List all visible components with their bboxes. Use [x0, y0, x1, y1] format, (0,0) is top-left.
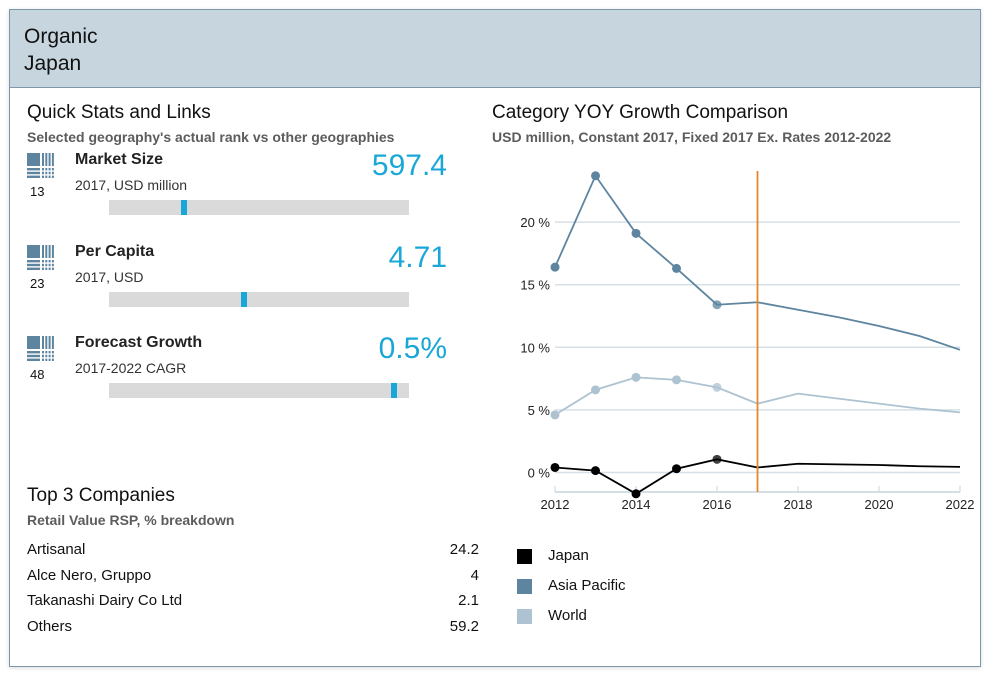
- data-point: [631, 489, 641, 499]
- stat-rank: 13: [30, 184, 45, 199]
- x-tick-label: 2022: [946, 497, 975, 512]
- company-name: Takanashi Dairy Co Ltd: [27, 592, 183, 609]
- category-card: Organic Japan: [9, 9, 981, 667]
- data-point: [631, 372, 641, 382]
- stat-description: 2017, USD million: [75, 177, 188, 193]
- legend-label: Japan: [548, 547, 589, 564]
- company-name: Alce Nero, Gruppo: [27, 567, 152, 584]
- company-name: Artisanal: [27, 541, 86, 558]
- rank-grid-icon: [27, 153, 54, 178]
- rank-bar: [109, 383, 409, 398]
- x-tick-label: 2020: [865, 497, 894, 512]
- stat-item[interactable]: 23 Per Capita 2017, USD 4.71: [27, 241, 447, 333]
- stat-rank: 48: [30, 367, 45, 382]
- stat-description: 2017, USD: [75, 269, 144, 285]
- rank-marker: [181, 200, 187, 215]
- geography-name: Japan: [24, 52, 82, 75]
- rank-bar: [109, 200, 409, 215]
- page-title: Organic Japan: [24, 23, 98, 77]
- company-name: Others: [27, 618, 73, 635]
- stat-item[interactable]: 48 Forecast Growth 2017-2022 CAGR 0.5%: [27, 332, 447, 424]
- data-point: [672, 263, 681, 273]
- rank-grid-icon: [27, 245, 54, 270]
- stat-label[interactable]: Per Capita: [75, 243, 155, 260]
- chart-title: Category YOY Growth Comparison: [492, 102, 789, 123]
- card-header: Organic Japan: [10, 10, 980, 88]
- y-tick-label: 15 %: [520, 278, 550, 293]
- data-point: [672, 464, 681, 474]
- legend-swatch: [517, 609, 532, 624]
- rank-bar: [109, 292, 409, 307]
- stat-value: 0.5%: [378, 332, 447, 365]
- data-point: [591, 466, 600, 476]
- data-point: [712, 382, 722, 392]
- rank-grid-icon: [27, 336, 54, 361]
- quick-stats-title: Quick Stats and Links: [27, 102, 211, 123]
- stat-label[interactable]: Market Size: [75, 151, 164, 168]
- data-point: [550, 410, 560, 420]
- companies-title: Top 3 Companies: [27, 485, 175, 506]
- company-share: 4: [470, 567, 479, 584]
- y-tick-label: 20 %: [520, 215, 550, 230]
- data-point: [591, 171, 600, 181]
- company-share: 59.2: [449, 618, 479, 635]
- legend-swatch: [517, 579, 532, 594]
- data-point: [591, 385, 600, 395]
- data-point: [672, 375, 681, 385]
- rank-marker: [241, 292, 247, 307]
- company-share: 24.2: [449, 541, 479, 558]
- stat-rank: 23: [30, 276, 45, 291]
- quick-stats-subtitle: Selected geography's actual rank vs othe…: [27, 129, 395, 145]
- category-name: Organic: [24, 25, 98, 48]
- y-tick-label: 5 %: [528, 403, 551, 418]
- companies-subtitle: Retail Value RSP, % breakdown: [27, 512, 235, 528]
- legend-swatch: [517, 549, 532, 564]
- x-tick-label: 2012: [541, 497, 570, 512]
- data-point: [631, 228, 641, 238]
- x-tick-label: 2018: [784, 497, 813, 512]
- rank-marker: [391, 383, 397, 398]
- legend-label: World: [548, 607, 587, 624]
- chart-subtitle: USD million, Constant 2017, Fixed 2017 E…: [492, 129, 892, 145]
- company-share: 2.1: [458, 592, 479, 609]
- data-point: [550, 262, 560, 272]
- stat-description: 2017-2022 CAGR: [75, 360, 187, 376]
- stat-label[interactable]: Forecast Growth: [75, 334, 203, 351]
- x-tick-label: 2016: [703, 497, 732, 512]
- stat-value: 4.71: [388, 241, 447, 274]
- stat-value: 597.4: [371, 149, 447, 182]
- y-tick-label: 10 %: [520, 340, 550, 355]
- data-point: [712, 300, 722, 310]
- legend-label: Asia Pacific: [548, 577, 626, 594]
- y-tick-label: 0 %: [528, 466, 551, 481]
- x-tick-label: 2014: [622, 497, 651, 512]
- data-point: [550, 462, 560, 472]
- data-point: [712, 454, 722, 464]
- stat-item[interactable]: 13 Market Size 2017, USD million 597.4: [27, 149, 447, 241]
